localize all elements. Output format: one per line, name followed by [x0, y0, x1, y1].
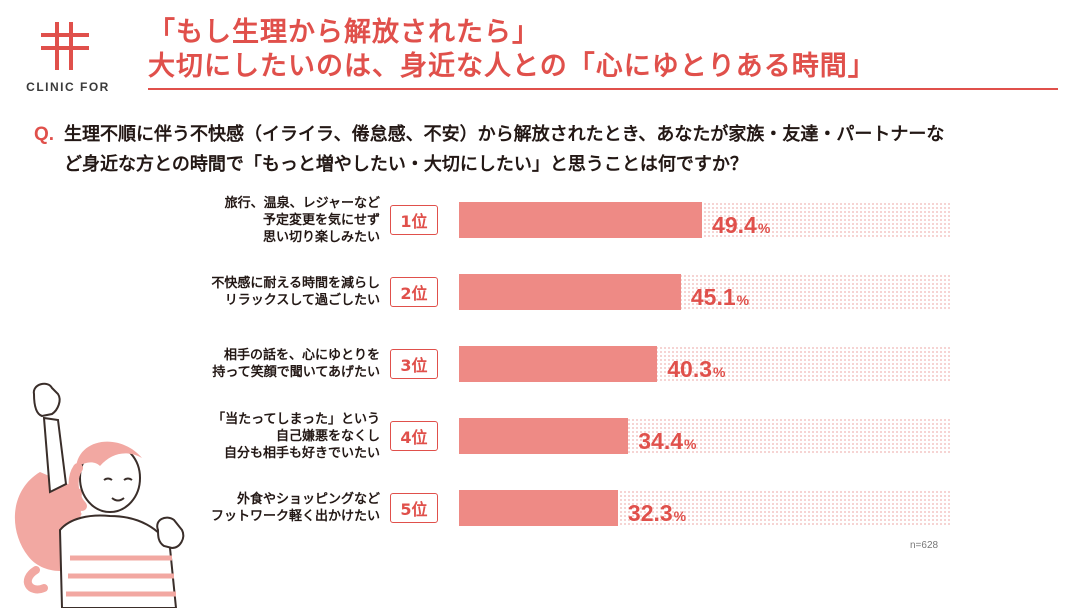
data-label-unit: % — [713, 364, 726, 380]
logo-text: CLINIC FOR — [26, 80, 110, 94]
data-label-unit: % — [736, 292, 750, 308]
data-label-value: 49.4 — [712, 212, 757, 238]
question-mark: Q. — [34, 124, 55, 145]
question-text: 生理不順に伴う不快感（イライラ、倦怠感、不安）から解放されたとき、あなたが家族・… — [64, 120, 1064, 180]
bar-track: 49.4% — [459, 202, 951, 238]
category-label-line: フットワーク軽く出かけたい — [210, 509, 380, 524]
category-label-line: 相手の話を、心にゆとりを — [223, 348, 380, 363]
data-label: 45.1% — [691, 284, 749, 311]
data-label-unit: % — [757, 220, 771, 236]
category-label-line: 自分も相手も好きでいたい — [223, 445, 380, 461]
category-label: 旅行、温泉、レジャーなど 予定変更を気にせず 思い切り楽しみたい — [120, 190, 380, 250]
bar-track: 32.3% — [459, 490, 951, 526]
data-label: 34.4% — [638, 428, 696, 455]
rank-badge: 5位 — [390, 493, 438, 523]
chart-row-2: 不快感に耐える時間を減らしリラックスして過ごしたい 2位 45.1% — [0, 262, 1080, 322]
sample-size-label: n=628 — [910, 540, 939, 551]
data-label-value: 40.3 — [667, 356, 713, 382]
bar-track: 40.3% — [459, 346, 951, 382]
data-label: 49.4% — [712, 212, 770, 239]
data-label-unit: % — [684, 436, 697, 452]
bar — [459, 346, 658, 382]
category-label-line: 旅行、温泉、レジャーなど — [224, 195, 380, 211]
rank-badge: 4位 — [390, 421, 438, 451]
chart-row-1: 旅行、温泉、レジャーなど 予定変更を気にせず 思い切り楽しみたい 1位 49.4% — [0, 190, 1080, 250]
bar-track: 45.1% — [459, 274, 951, 310]
clinic-cross-logo-icon — [41, 22, 89, 70]
data-label-value: 34.4 — [638, 428, 683, 454]
rank-badge: 1位 — [390, 205, 438, 235]
rank-badge: 3位 — [390, 349, 438, 379]
data-label-value: 45.1 — [690, 284, 736, 310]
cheering-woman-illustration — [14, 382, 185, 608]
category-label-line: 自己嫌悪をなくし — [275, 428, 380, 444]
ranking-bar-chart: 旅行、温泉、レジャーなど 予定変更を気にせず 思い切り楽しみたい 1位 49.4% 不快感… — [0, 190, 1080, 550]
chart-row-4: 「当たってしまった」という 自己嫌悪をなくし 自分も相手も好きでいたい 4位 34.4% — [0, 406, 1080, 466]
category-label-line: 外食やショッピングなど — [236, 492, 380, 507]
category-label-line: 予定変更を気にせず — [262, 212, 380, 228]
bar-track: 34.4% — [459, 418, 951, 454]
data-label-value: 32.3 — [627, 500, 673, 526]
bar — [459, 274, 681, 310]
bar — [459, 490, 618, 526]
title-divider — [148, 88, 1058, 90]
category-label: 不快感に耐える時間を減らしリラックスして過ごしたい — [120, 262, 380, 322]
title-line-2: 大切にしたいのは、身近な人との「心にゆとりある時間」 — [148, 51, 876, 82]
bar — [459, 202, 703, 238]
category-label-line: 「当たってしまった」という — [212, 411, 380, 427]
question-line-1: 生理不順に伴う不快感（イライラ、倦怠感、不安）から解放されたとき、あなたが家族・… — [64, 124, 945, 145]
category-label: 相手の話を、心にゆとりを持って笑顔で聞いてあげたい — [120, 334, 380, 394]
chart-row-3: 相手の話を、心にゆとりを持って笑顔で聞いてあげたい 3位 40.3% — [0, 334, 1080, 394]
category-label-line: 持って笑顔で聞いてあげたい — [212, 365, 380, 380]
bar — [459, 418, 629, 454]
data-label-unit: % — [673, 508, 687, 524]
page-title: 「もし生理から解放されたら」 大切にしたいのは、身近な人との「心にゆとりある時間… — [148, 16, 1048, 84]
category-label: 外食やショッピングなどフットワーク軽く出かけたい — [120, 478, 380, 538]
data-label: 40.3% — [667, 356, 725, 383]
question-line-2: ど身近な方との時間で「もっと増やしたい・大切にしたい」と思うことは何ですか？ — [64, 154, 748, 175]
rank-badge: 2位 — [390, 277, 438, 307]
title-line-1: 「もし生理から解放されたら」 — [148, 17, 540, 48]
category-label-line: 思い切り楽しみたい — [262, 229, 380, 245]
clinic-for-logo: CLINIC FOR — [22, 20, 122, 98]
category-label: 「当たってしまった」という 自己嫌悪をなくし 自分も相手も好きでいたい — [120, 406, 380, 466]
chart-row-5: 外食やショッピングなどフットワーク軽く出かけたい 5位 32.3% — [0, 478, 1080, 538]
category-label-line: リラックスして過ごしたい — [224, 293, 380, 308]
data-label: 32.3% — [628, 500, 686, 527]
category-label-line: 不快感に耐える時間を減らし — [211, 276, 380, 291]
